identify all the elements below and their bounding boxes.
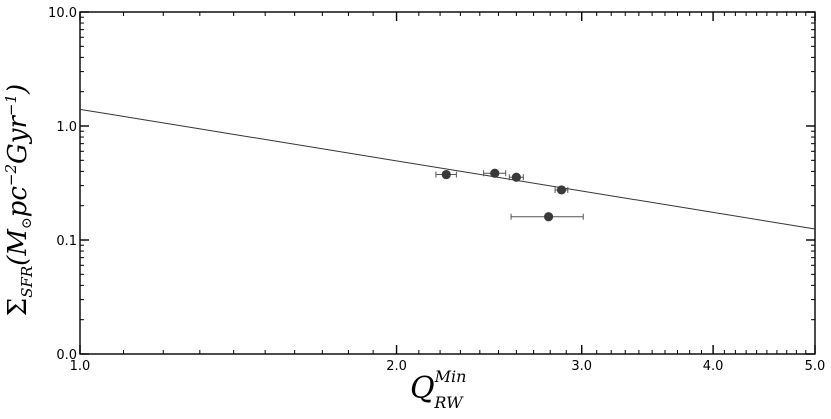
data-points: [435, 168, 584, 222]
y-tick-label: 10.0: [48, 6, 77, 21]
point-marker: [556, 185, 567, 195]
y-axis-label-exp1: −2: [2, 164, 20, 186]
x-tick-label: 4.0: [703, 359, 724, 374]
x-axis-label-base: Q: [410, 371, 435, 406]
point-marker: [543, 212, 554, 222]
y-axis-label-mid2: Gyr: [3, 115, 33, 164]
y-axis-label: ΣSFR(M⊙pc−2Gyr−1): [2, 84, 36, 316]
y-tick-label: 1.0: [56, 120, 77, 135]
y-tick-label: 0.0: [56, 348, 77, 363]
point-marker: [490, 168, 500, 178]
fit-line: [79, 108, 816, 230]
x-tick-label: 1.0: [70, 359, 91, 374]
axis-ticks: [79, 11, 816, 355]
point-marker: [441, 169, 451, 180]
tick-labels: 1.0 2.0 3.0 4.0 5.0 0.0 0.1 1.0 10.0: [48, 6, 825, 374]
y-axis-label-sub: SFR: [18, 266, 36, 298]
x-tick-label: 5.0: [805, 359, 826, 374]
data-point: [435, 169, 457, 180]
x-axis-label: QMin RW: [410, 367, 466, 412]
data-point: [508, 172, 524, 182]
y-axis-label-sun: ⊙: [19, 217, 35, 229]
data-point: [554, 185, 569, 195]
y-axis-label-sigma: Σ: [3, 298, 33, 316]
y-tick-label: 0.1: [56, 234, 77, 249]
plot-frame: [79, 11, 816, 355]
x-tick-label: 3.0: [571, 359, 592, 374]
y-axis-label-mid: pc: [3, 186, 33, 218]
x-tick-label: 2.0: [386, 359, 407, 374]
axes-frame: [79, 11, 816, 355]
data-point: [483, 168, 507, 178]
y-axis-label-prefix: (M: [3, 228, 33, 266]
data-point: [510, 212, 584, 222]
x-axis-label-sup: Min: [434, 367, 467, 386]
y-axis-label-suffix: ): [3, 84, 33, 95]
y-axis-label-exp2: −1: [2, 94, 20, 116]
x-axis-label-sub: RW: [433, 393, 464, 412]
point-marker: [511, 172, 521, 182]
